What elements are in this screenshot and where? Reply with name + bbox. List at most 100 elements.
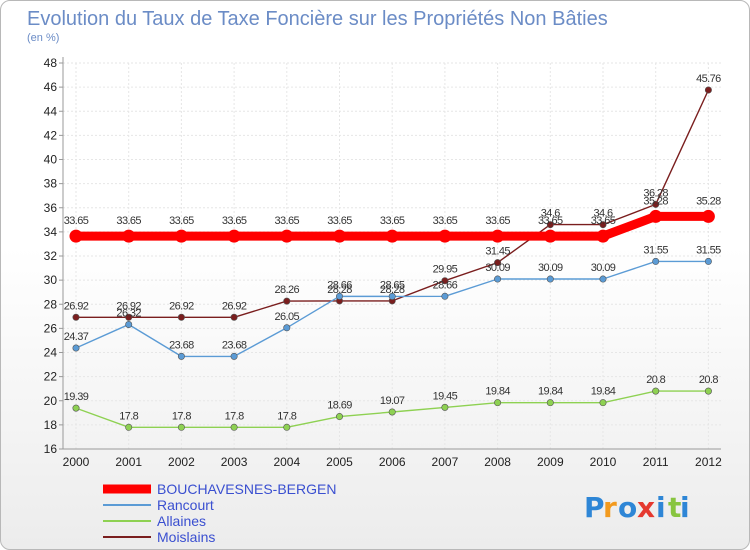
logo-letter: r (603, 491, 617, 524)
data-label: 28.66 (433, 279, 458, 291)
data-label: 17.8 (277, 410, 296, 422)
data-point (388, 408, 396, 416)
data-point (230, 313, 238, 321)
data-point (72, 313, 80, 321)
data-label: 30.09 (591, 262, 616, 274)
data-point (546, 221, 554, 229)
y-tick-label: 48 (44, 56, 58, 70)
data-label: 28.65 (380, 279, 405, 291)
data-label: 33.65 (485, 215, 510, 227)
data-label: 33.65 (169, 215, 194, 227)
data-label: 28.66 (327, 279, 352, 291)
data-label: 28.28 (380, 284, 405, 296)
data-point (441, 403, 449, 411)
data-label: 31.55 (643, 244, 668, 256)
data-point (546, 399, 554, 407)
logo-letter: i (656, 491, 666, 524)
data-point (72, 404, 80, 412)
data-label: 33.65 (116, 215, 141, 227)
data-label: 19.84 (538, 386, 563, 398)
series-layer (69, 86, 715, 431)
data-point (69, 229, 83, 243)
data-point (72, 344, 80, 352)
x-tick-label: 2004 (273, 455, 300, 469)
data-label: 19.07 (380, 395, 405, 407)
data-label: 19.45 (433, 390, 458, 402)
y-tick-label: 40 (44, 153, 58, 167)
y-tick-label: 20 (44, 394, 58, 408)
y-tick-label: 26 (44, 321, 58, 335)
data-point (494, 399, 502, 407)
data-label: 19.39 (64, 391, 89, 403)
data-label: 26.92 (169, 300, 194, 312)
x-tick-label: 2008 (484, 455, 511, 469)
data-label: 33.65 (327, 215, 352, 227)
legend: BOUCHAVESNES-BERGENRancourtAllainesMoisl… (103, 481, 336, 545)
legend-entry: BOUCHAVESNES-BERGEN (157, 481, 336, 497)
data-point (230, 423, 238, 431)
data-label: 18.69 (327, 400, 352, 412)
x-tick-label: 2002 (168, 455, 195, 469)
data-point (122, 229, 136, 243)
data-label: 23.68 (169, 339, 194, 351)
data-label: 29.95 (433, 264, 458, 276)
proxiti-logo: Pr o x i ti (584, 491, 690, 524)
data-label: 36.28 (643, 187, 668, 199)
data-label: 17.8 (119, 410, 138, 422)
data-label: 35.28 (643, 195, 668, 207)
data-label: 17.8 (225, 410, 244, 422)
legend-entry: Rancourt (157, 497, 214, 513)
data-label: 23.68 (222, 339, 247, 351)
data-label: 17.8 (172, 410, 191, 422)
logo-letter: o (618, 491, 637, 524)
data-point (491, 229, 505, 243)
data-point (177, 313, 185, 321)
y-tick-label: 16 (44, 442, 58, 456)
data-point (704, 86, 712, 94)
data-point (125, 321, 133, 329)
y-tick-label: 22 (44, 370, 58, 384)
data-label: 33.65 (64, 215, 89, 227)
grid-lines (63, 62, 721, 450)
data-point (494, 275, 502, 283)
x-tick-label: 2003 (221, 455, 248, 469)
data-point (283, 297, 291, 305)
axes: 16 18 20 22 24 26 28 30 32 34 36 38 40 42 44 46 48 2000 20… (44, 56, 722, 469)
data-label: 30.09 (485, 262, 510, 274)
x-tick-label: 2011 (643, 455, 669, 469)
data-label: 26.92 (222, 300, 247, 312)
data-label: 33.65 (380, 215, 405, 227)
data-point (441, 292, 449, 300)
data-point (280, 229, 294, 243)
legend-entry: Moislains (157, 529, 215, 545)
data-point (704, 387, 712, 395)
data-label: 26.05 (275, 311, 300, 323)
data-labels: 33.65 33.65 33.65 33.65 33.65 33.65 33.65 33.65… (64, 73, 722, 422)
data-label: 19.84 (485, 386, 510, 398)
x-tick-label: 2007 (432, 455, 459, 469)
y-tick-label: 42 (44, 128, 58, 142)
legend-entry: Allaines (157, 513, 206, 529)
data-point (335, 292, 343, 300)
data-label: 33.65 (222, 215, 247, 227)
data-point (546, 275, 554, 283)
logo-letter: i (680, 491, 690, 524)
data-label: 19.84 (591, 386, 616, 398)
data-label: 34.6 (593, 208, 612, 220)
data-label: 26.92 (116, 300, 141, 312)
data-point (652, 257, 660, 265)
logo-letter: P (584, 491, 605, 524)
data-point (494, 259, 502, 267)
y-tick-label: 46 (44, 80, 58, 94)
data-label: 33.65 (591, 215, 616, 227)
y-tick-label: 24 (44, 346, 58, 360)
data-point (701, 209, 715, 223)
data-label: 31.45 (485, 246, 510, 258)
data-label: 35.28 (696, 195, 721, 207)
data-point (125, 423, 133, 431)
x-tick-label: 2001 (115, 455, 142, 469)
data-point (441, 277, 449, 285)
y-tick-label: 18 (44, 418, 58, 432)
